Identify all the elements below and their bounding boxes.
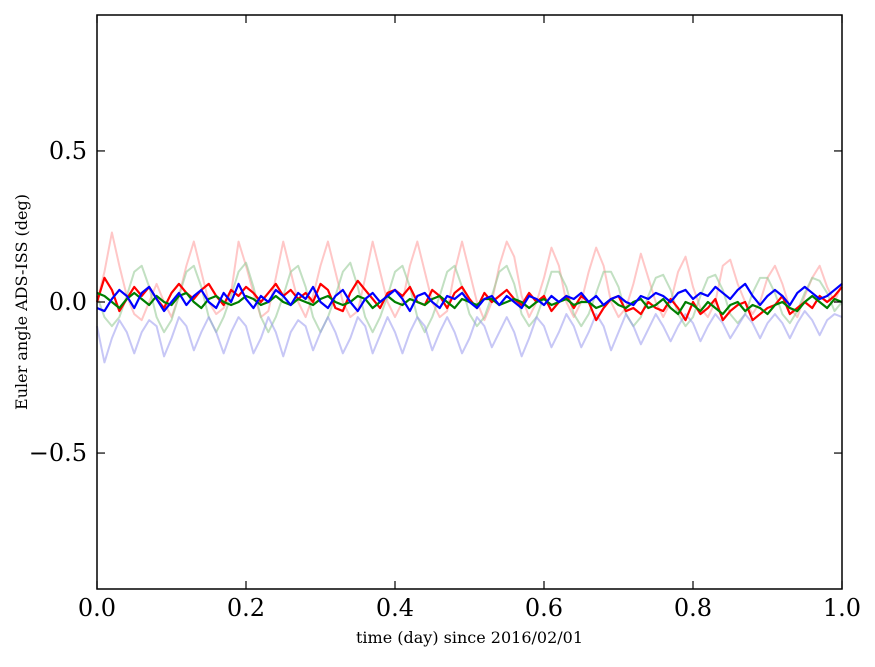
y-tick-label: −0.5	[29, 439, 87, 467]
y-axis-label: Euler angle ADS-ISS (deg)	[12, 194, 31, 410]
x-tick-label: 1.0	[823, 594, 861, 622]
series-line-4	[95, 276, 843, 322]
series-line-6	[96, 282, 843, 313]
x-tick-label: 0.4	[376, 594, 414, 622]
x-tick-label: 0.2	[227, 594, 265, 622]
ticks-layer: 0.0 0.2 0.4 0.6 0.8 1.0 −0.5 0.0 0.5	[29, 15, 861, 622]
series-layer	[95, 231, 843, 364]
y-tick-label: 0.5	[49, 137, 87, 165]
x-axis-label: time (day) since 2016/02/01	[356, 628, 583, 647]
series-line-3	[96, 310, 843, 364]
series-line-1	[96, 231, 843, 322]
x-tick-label: 0.8	[674, 594, 712, 622]
y-tick-label: 0.0	[49, 288, 87, 316]
x-tick-label: 0.0	[78, 594, 116, 622]
series-line-2	[96, 261, 843, 334]
x-tick-label: 0.6	[525, 594, 563, 622]
